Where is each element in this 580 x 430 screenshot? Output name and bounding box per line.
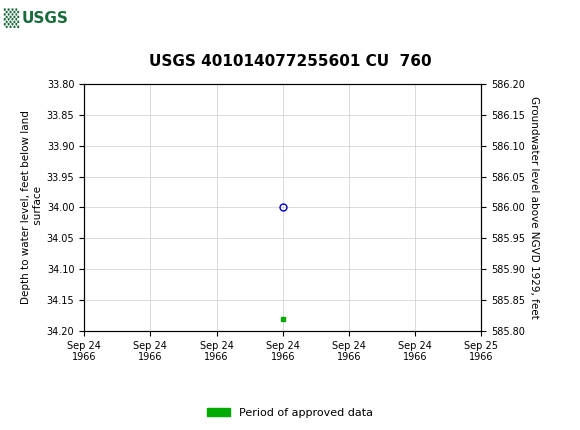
- Text: ▒: ▒: [3, 9, 18, 28]
- Y-axis label: Groundwater level above NGVD 1929, feet: Groundwater level above NGVD 1929, feet: [530, 96, 539, 319]
- FancyBboxPatch shape: [3, 3, 78, 34]
- Text: USGS 401014077255601 CU  760: USGS 401014077255601 CU 760: [148, 54, 432, 69]
- Y-axis label: Depth to water level, feet below land
 surface: Depth to water level, feet below land su…: [21, 111, 42, 304]
- Text: USGS: USGS: [22, 11, 69, 26]
- Legend: Period of approved data: Period of approved data: [203, 403, 377, 422]
